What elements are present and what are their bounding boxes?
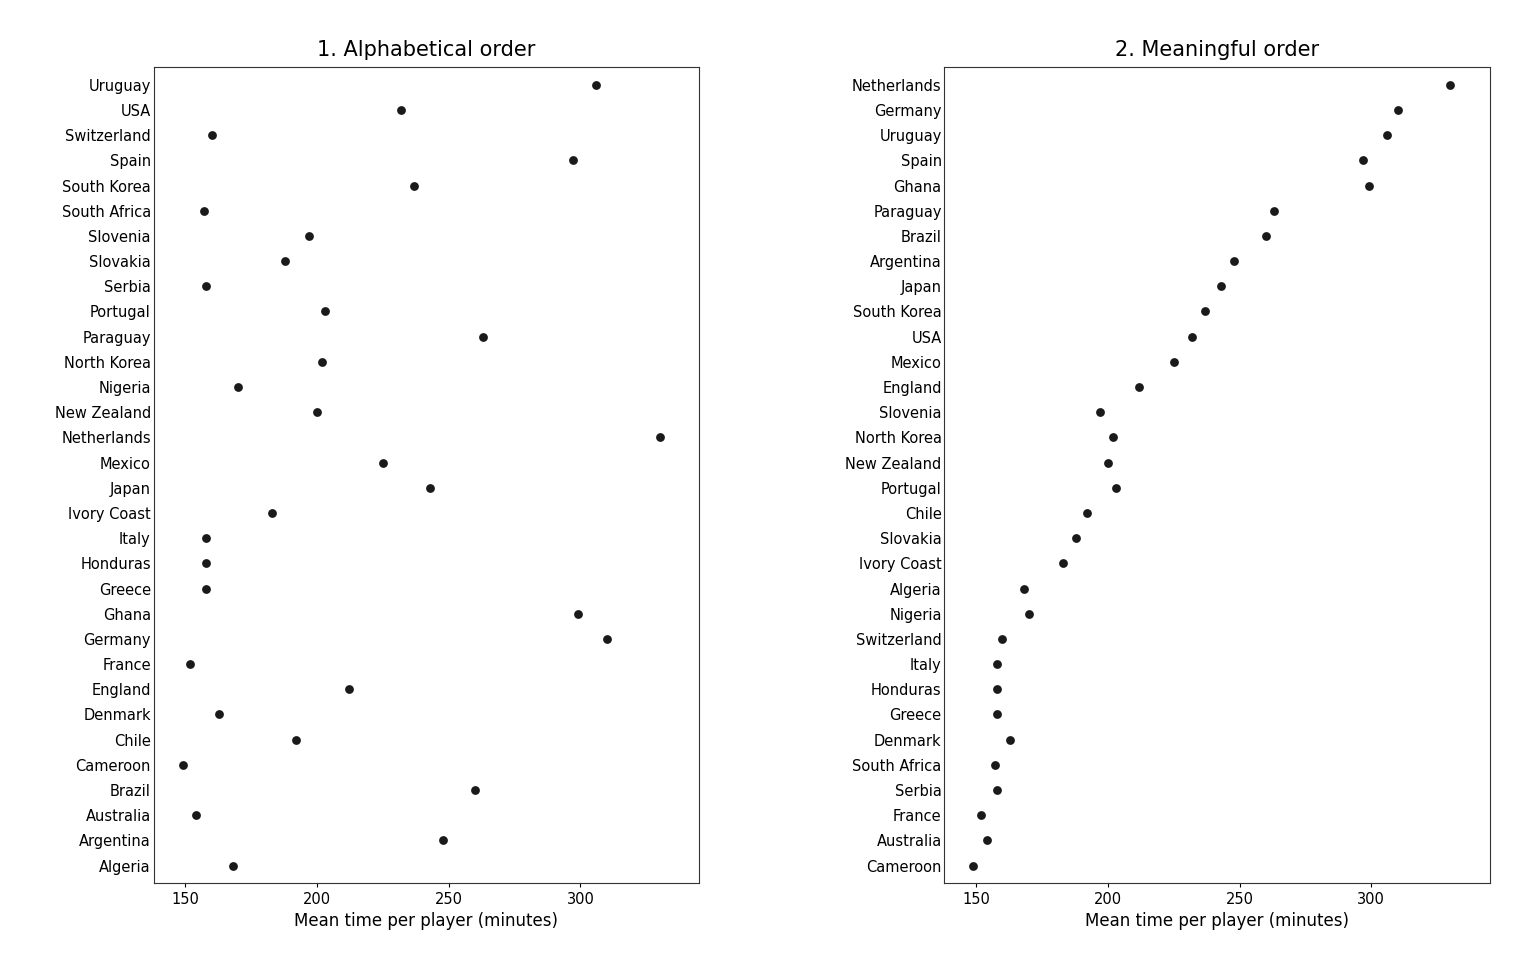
Point [1209, 278, 1233, 294]
Point [336, 682, 361, 697]
Point [178, 657, 203, 672]
Point [304, 404, 329, 420]
Point [565, 606, 590, 621]
Point [402, 178, 427, 193]
Point [370, 455, 395, 470]
Point [1253, 228, 1278, 244]
Point [974, 832, 998, 848]
Point [1375, 128, 1399, 143]
Point [1438, 77, 1462, 92]
Point [1180, 329, 1204, 345]
Point [194, 581, 218, 596]
Point [1051, 556, 1075, 571]
Point [1127, 379, 1152, 395]
Point [985, 782, 1009, 798]
Point [1087, 404, 1112, 420]
Point [1095, 455, 1120, 470]
Point [1103, 480, 1127, 495]
Point [1017, 606, 1041, 621]
Point [192, 204, 217, 219]
Point [207, 707, 232, 722]
Point [310, 354, 335, 370]
Point [985, 657, 1009, 672]
Title: 2. Meaningful order: 2. Meaningful order [1115, 40, 1319, 60]
Point [194, 556, 218, 571]
Point [1064, 531, 1089, 546]
Point [226, 379, 250, 395]
Point [647, 430, 671, 445]
Point [991, 632, 1015, 647]
Title: 1. Alphabetical order: 1. Alphabetical order [316, 40, 536, 60]
Point [194, 278, 218, 294]
Point [1356, 178, 1381, 193]
Point [985, 682, 1009, 697]
Point [985, 707, 1009, 722]
Point [220, 858, 244, 874]
X-axis label: Mean time per player (minutes): Mean time per player (minutes) [1086, 912, 1349, 930]
Point [260, 505, 284, 520]
Point [1385, 103, 1410, 118]
Point [284, 732, 309, 747]
Point [296, 228, 321, 244]
Point [418, 480, 442, 495]
Point [969, 807, 994, 823]
Point [389, 103, 413, 118]
Point [183, 807, 207, 823]
Point [1261, 204, 1286, 219]
Point [594, 632, 619, 647]
Point [584, 77, 608, 92]
Point [1011, 581, 1035, 596]
Point [962, 858, 986, 874]
Point [313, 303, 338, 319]
Point [1352, 153, 1376, 168]
Point [982, 757, 1006, 773]
Point [1161, 354, 1186, 370]
Point [1101, 430, 1126, 445]
Point [1075, 505, 1100, 520]
Point [200, 128, 224, 143]
Point [194, 531, 218, 546]
Point [273, 253, 298, 269]
Point [1193, 303, 1218, 319]
Point [470, 329, 495, 345]
Point [462, 782, 487, 798]
X-axis label: Mean time per player (minutes): Mean time per player (minutes) [295, 912, 558, 930]
Point [170, 757, 195, 773]
Point [561, 153, 585, 168]
Point [998, 732, 1023, 747]
Point [1223, 253, 1247, 269]
Point [432, 832, 456, 848]
